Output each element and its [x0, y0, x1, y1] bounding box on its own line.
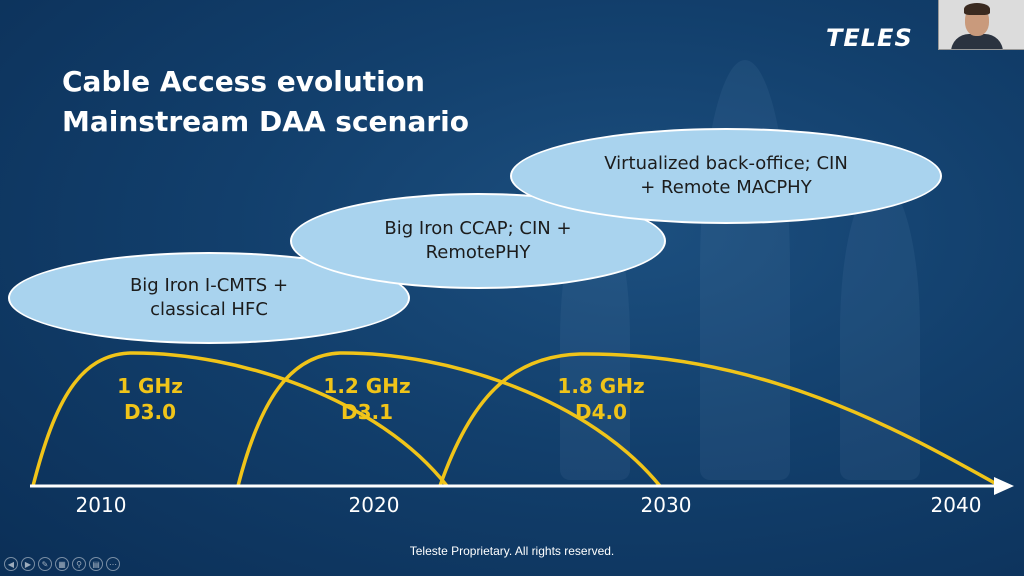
title-line-2: Mainstream DAA scenario [62, 105, 470, 138]
next-icon[interactable]: ▶ [21, 557, 35, 571]
zoom-icon[interactable]: ⚲ [72, 557, 86, 571]
generation-2-label: 1.2 GHz D3.1 [323, 374, 411, 424]
slides-icon[interactable]: ▦ [55, 557, 69, 571]
presenter-webcam[interactable] [938, 0, 1024, 50]
year-label-2010: 2010 [75, 493, 127, 517]
teleste-logo: TELES [826, 24, 913, 52]
curve-generation-3 [438, 352, 1001, 488]
slide-title: Cable Access evolution Mainstream DAA sc… [62, 62, 469, 142]
title-line-1: Cable Access evolution [62, 65, 425, 98]
slideshow-controls: ◀ ▶ ✎ ▦ ⚲ ▤ ⋯ [4, 557, 120, 571]
curve-generation-1 [31, 351, 449, 488]
prev-icon[interactable]: ◀ [4, 557, 18, 571]
year-label-2020: 2020 [348, 493, 400, 517]
footer-copyright: Teleste Proprietary. All rights reserved… [409, 544, 615, 558]
bubble-icmts: Big Iron I-CMTS + classical HFC [8, 252, 410, 344]
pen-icon[interactable]: ✎ [38, 557, 52, 571]
generation-1-label: 1 GHz D3.0 [117, 374, 183, 424]
bubble-virtualized: Virtualized back-office; CIN + Remote MAC… [510, 128, 942, 224]
timeline-arrowhead [994, 477, 1014, 495]
more-icon[interactable]: ⋯ [106, 557, 120, 571]
curve-generation-2 [236, 351, 662, 488]
presenter-body [951, 34, 1003, 49]
presenter-hair [964, 3, 990, 15]
background-chess-piece [840, 180, 920, 480]
year-label-2030: 2030 [640, 493, 692, 517]
subtitles-icon[interactable]: ▤ [89, 557, 103, 571]
generation-3-label: 1.8 GHz D4.0 [557, 374, 645, 424]
year-label-2040: 2040 [930, 493, 982, 517]
